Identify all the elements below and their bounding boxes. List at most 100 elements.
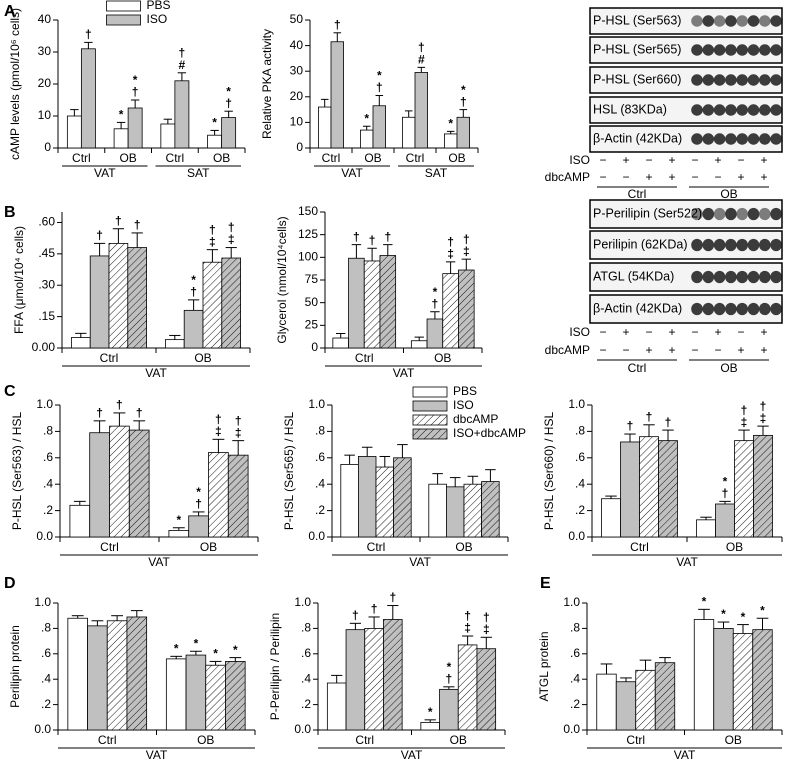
bar [71, 337, 91, 349]
treatment-sign: + [714, 325, 721, 339]
significance-mark: † [132, 85, 139, 99]
blot-band [702, 238, 715, 252]
significance-mark: * [364, 111, 369, 125]
y-tick-label: .8 [570, 621, 580, 635]
blot-band [759, 74, 771, 86]
x-axis-label: VAT [676, 555, 698, 569]
blot-label: Perilipin (62KDa) [593, 237, 687, 251]
blot-band [759, 15, 771, 27]
x-tick-label: OB [364, 151, 381, 165]
blot-band [725, 74, 737, 86]
x-axis-label: VAT [145, 366, 167, 380]
y-tick-label: .2 [41, 697, 51, 711]
significance-mark: † [116, 398, 123, 412]
bar [326, 682, 347, 731]
significance-mark: † [627, 419, 634, 433]
significance-mark: † [463, 232, 470, 246]
blot-band [691, 270, 703, 284]
blot-band [747, 15, 760, 27]
bar [188, 515, 209, 538]
significance-mark: ‡ [760, 411, 767, 425]
significance-mark: † [85, 28, 92, 42]
y-tick-label: 0.0 [568, 529, 585, 543]
y-tick-label: 0.0 [36, 529, 53, 543]
x-tick-label: Ctrl [367, 540, 386, 554]
blot-band [702, 74, 715, 86]
bar [696, 519, 716, 538]
y-tick-label: 50 [305, 295, 319, 309]
y-tick-label: .30 [38, 277, 55, 291]
blot-label: β-Actin (42KDa) [593, 301, 682, 315]
blot-band [691, 302, 703, 316]
blot-band [759, 104, 771, 116]
significance-mark: * [377, 69, 382, 83]
significance-mark: † [215, 412, 222, 426]
legend-swatch [412, 414, 448, 426]
bar [443, 133, 458, 149]
y-tick-label: 40 [38, 12, 52, 26]
bar [442, 273, 459, 349]
bar [66, 115, 82, 149]
panel-letter: A [4, 3, 16, 20]
bar [127, 107, 143, 149]
bar [221, 257, 242, 349]
legend-swatch [106, 14, 141, 26]
y-tick-label: 30 [38, 44, 52, 58]
blot-band [702, 44, 715, 56]
bar [113, 128, 129, 149]
blot-band [747, 44, 760, 56]
y-axis-label: P-HSL (Ser565) / HSL [282, 412, 296, 531]
treatment-sign: − [599, 153, 606, 167]
y-axis-label: P-Perilipin / Perilipin [268, 613, 282, 720]
blot-band [736, 207, 748, 221]
significance-mark: † [352, 608, 359, 622]
treatment-sign: − [691, 325, 698, 339]
y-tick-label: 0 [296, 140, 303, 154]
significance-mark: * [760, 603, 765, 617]
x-axis-label: VAT [146, 748, 168, 762]
treatment-sign: + [668, 153, 675, 167]
y-tick-label: 125 [298, 227, 318, 241]
blot-band [759, 44, 771, 56]
legend-label: dbcAMP [453, 412, 498, 426]
y-tick-label: .4 [301, 671, 311, 685]
blot-band [691, 44, 703, 56]
bar [414, 72, 429, 149]
significance-mark: † [115, 214, 122, 228]
y-tick-label: .4 [43, 476, 53, 490]
significance-mark: * [194, 636, 199, 650]
y-axis-label: Relative PKA activity [260, 29, 274, 139]
blot-band [747, 74, 760, 86]
legend-label: ISO+dbcAMP [453, 426, 526, 440]
y-tick-label: 0.00 [32, 340, 56, 354]
x-tick-label: OB [434, 351, 451, 365]
significance-mark: † [447, 235, 454, 249]
significance-mark: † [179, 46, 186, 60]
significance-mark: * [433, 285, 438, 299]
panel-letter: E [540, 575, 551, 592]
significance-mark: * [133, 73, 138, 87]
blot-band [736, 238, 748, 252]
y-tick-label: .6 [575, 450, 585, 464]
treatment-sign: − [691, 153, 698, 167]
x-tick-label: Ctrl [355, 733, 374, 747]
bar [426, 318, 444, 349]
blot-band [759, 207, 771, 221]
blot-band [691, 104, 703, 116]
bar [128, 429, 150, 538]
bar [445, 486, 465, 538]
significance-mark: † [483, 610, 490, 624]
bar [752, 629, 773, 731]
y-tick-label: 20 [290, 89, 304, 103]
legend-label: ISO [453, 398, 474, 412]
treatment-sign: − [645, 153, 652, 167]
significance-mark: † [334, 18, 341, 32]
significance-mark: † [464, 609, 471, 623]
treatment-label: ISO [569, 325, 590, 339]
y-tick-label: 1.0 [563, 595, 580, 609]
blot-label: ATGL (54KDa) [593, 269, 674, 283]
blot-band [770, 133, 782, 145]
bar [734, 440, 754, 538]
y-tick-label: .2 [301, 697, 311, 711]
blot-band [691, 15, 703, 27]
